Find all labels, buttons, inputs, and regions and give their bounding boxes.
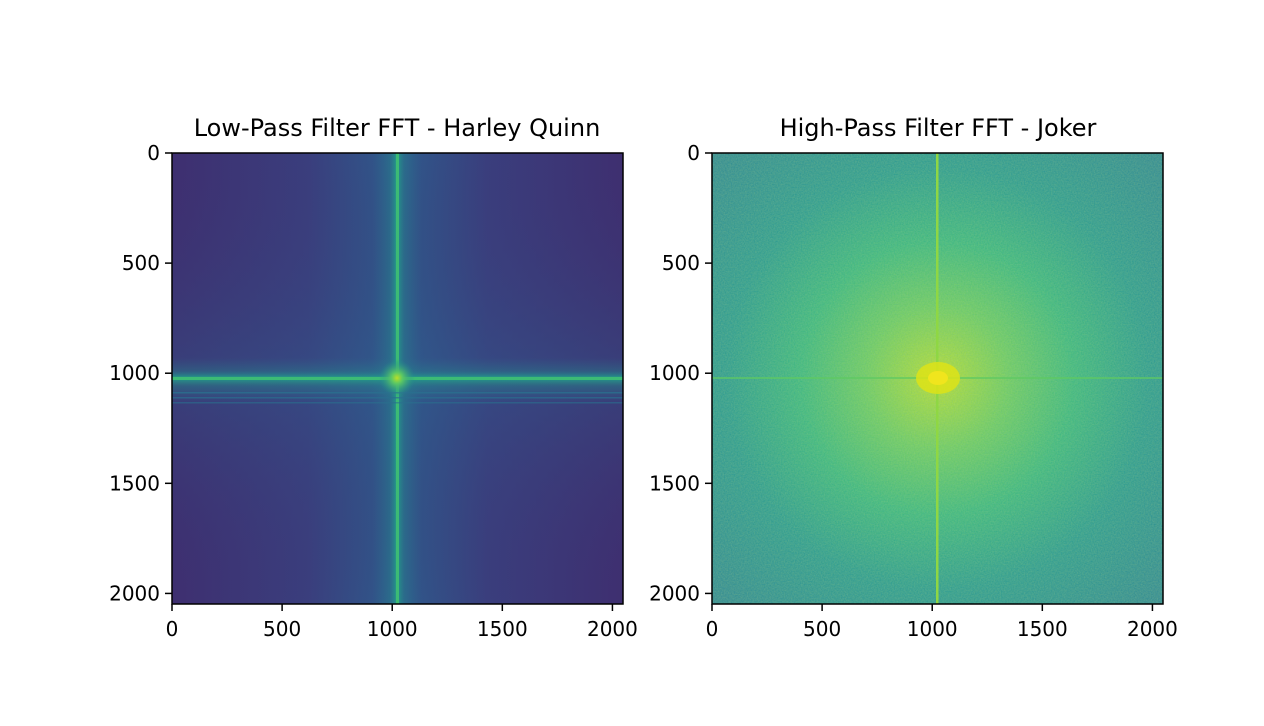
low-pass-title: Low-Pass Filter FFT - Harley Quinn	[194, 114, 601, 142]
low-pass-y-tick-label: 0	[147, 141, 160, 165]
low-pass-x-tick-label: 1500	[477, 617, 528, 641]
high-pass-x-tick-label: 1000	[907, 617, 958, 641]
low-pass-x-tick-label: 0	[166, 617, 179, 641]
low-pass-y-tick-label: 1500	[109, 471, 160, 495]
low-pass-image	[172, 153, 623, 604]
high-pass-x-tick-label: 500	[803, 617, 841, 641]
high-pass-x-tick-label: 0	[706, 617, 719, 641]
high-pass-title: High-Pass Filter FFT - Joker	[780, 114, 1097, 142]
low-pass-y-tick-label: 500	[122, 251, 160, 275]
high-pass-y-tick-label: 500	[662, 251, 700, 275]
low-pass-y-tick-label: 1000	[109, 361, 160, 385]
panel-high-pass: High-Pass Filter FFT - Joker 0 500 1000 150…	[649, 114, 1178, 641]
high-pass-y-tick-label: 2000	[649, 581, 700, 605]
high-pass-image	[712, 153, 1163, 604]
high-pass-y-tick-label: 0	[687, 141, 700, 165]
high-pass-y-tick-label: 1500	[649, 471, 700, 495]
panel-low-pass: Low-Pass Filter FFT - Harley Quinn 0 500 1…	[109, 114, 638, 641]
low-pass-x-tick-label: 1000	[367, 617, 418, 641]
high-pass-axes-frame	[711, 152, 1164, 605]
low-pass-axes-frame	[171, 152, 624, 605]
high-pass-x-tick-label: 2000	[1127, 617, 1178, 641]
low-pass-y-tick-label: 2000	[109, 581, 160, 605]
high-pass-y-tick-label: 1000	[649, 361, 700, 385]
low-pass-x-tick-label: 500	[263, 617, 301, 641]
high-pass-x-tick-label: 1500	[1017, 617, 1068, 641]
low-pass-x-tick-label: 2000	[587, 617, 638, 641]
